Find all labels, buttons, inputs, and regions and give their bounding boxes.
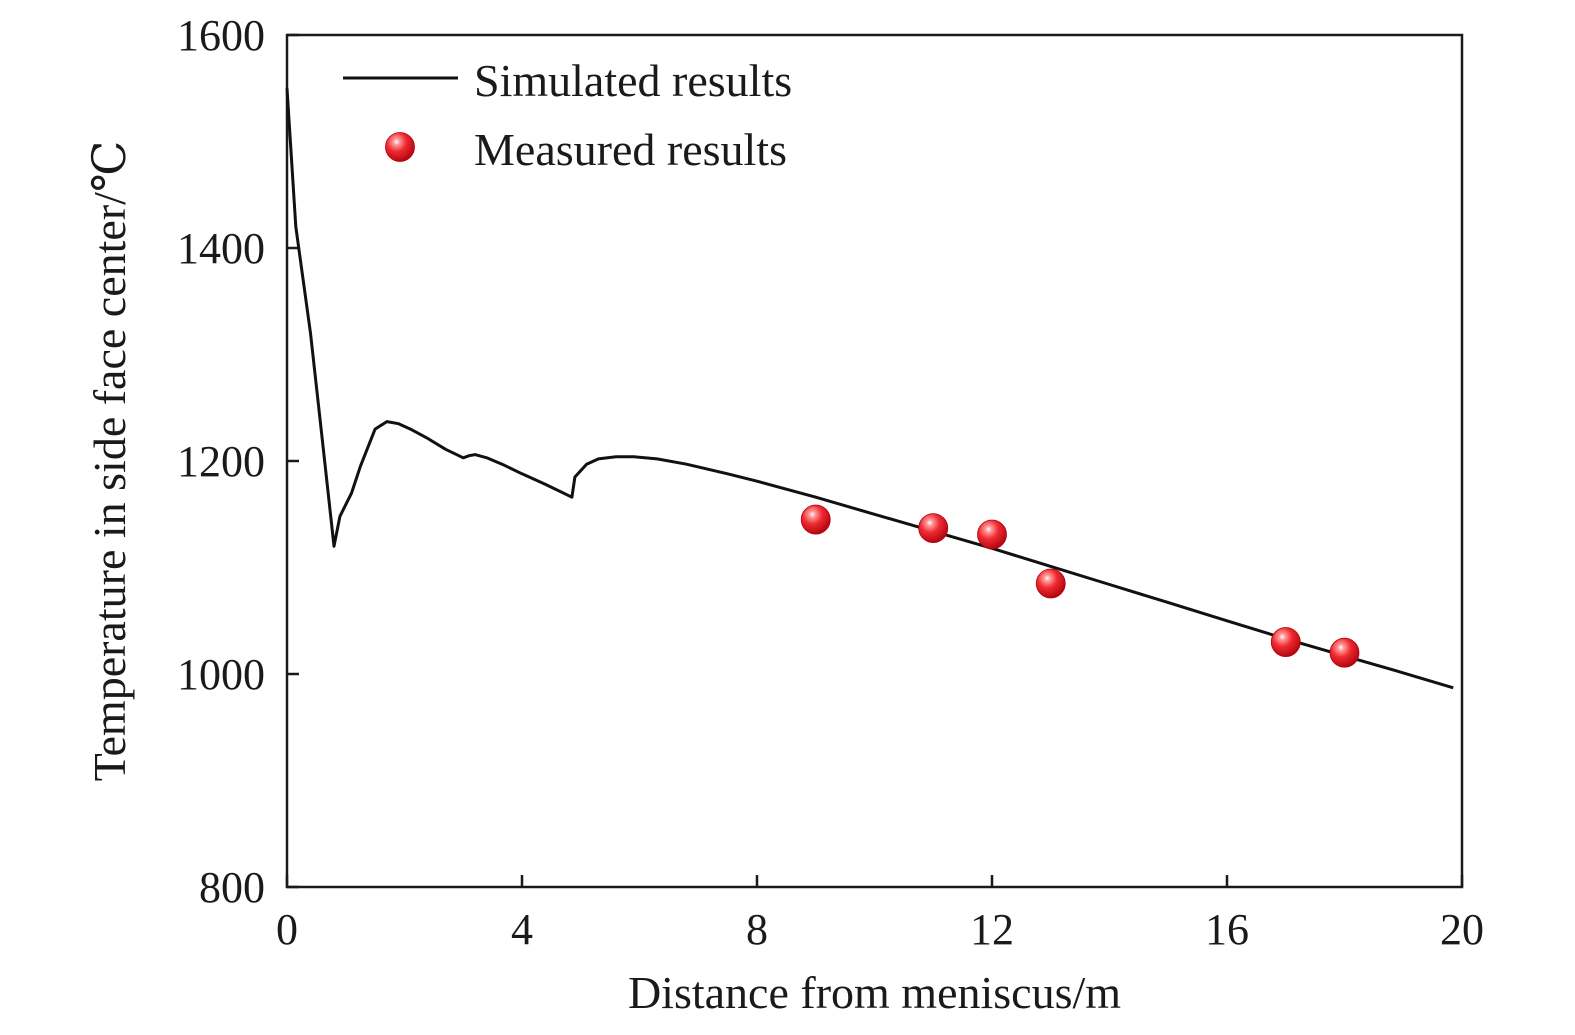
series-layer	[285, 88, 1454, 690]
x-axis: 0 4 8 12 16 20	[276, 875, 1484, 954]
y-tick-label: 1000	[177, 650, 265, 699]
x-tick-label: 4	[511, 905, 533, 954]
x-tick-label: 20	[1440, 905, 1484, 954]
x-tick-label: 8	[746, 905, 768, 954]
legend-label-simulated: Simulated results	[474, 55, 792, 106]
measured-results-point	[977, 519, 1007, 550]
plot-area	[285, 33, 1464, 889]
x-axis-title: Distance from meniscus/m	[628, 967, 1121, 1018]
y-tick-label: 1400	[177, 224, 265, 273]
y-axis-title: Temperature in side face center/℃	[84, 141, 135, 782]
y-tick-label: 1200	[177, 437, 265, 486]
y-tick-label: 800	[199, 863, 265, 912]
x-tick-label: 16	[1205, 905, 1249, 954]
y-axis: 800 1000 1200 1400 1600	[177, 11, 299, 912]
legend: Simulated results Measured results	[343, 55, 792, 175]
measured-results-point	[800, 504, 831, 535]
x-tick-label: 0	[276, 905, 298, 954]
measured-results-point	[918, 513, 949, 543]
y-tick-label: 1600	[177, 11, 265, 60]
measured-results-point	[1035, 568, 1066, 599]
plot-border	[285, 33, 1464, 889]
measured-results-point	[1329, 637, 1360, 668]
legend-label-measured: Measured results	[474, 124, 787, 175]
simulated-results-line	[285, 88, 1454, 690]
measured-results-point	[1270, 627, 1301, 657]
x-tick-label: 12	[970, 905, 1014, 954]
legend-point-swatch	[385, 132, 415, 162]
